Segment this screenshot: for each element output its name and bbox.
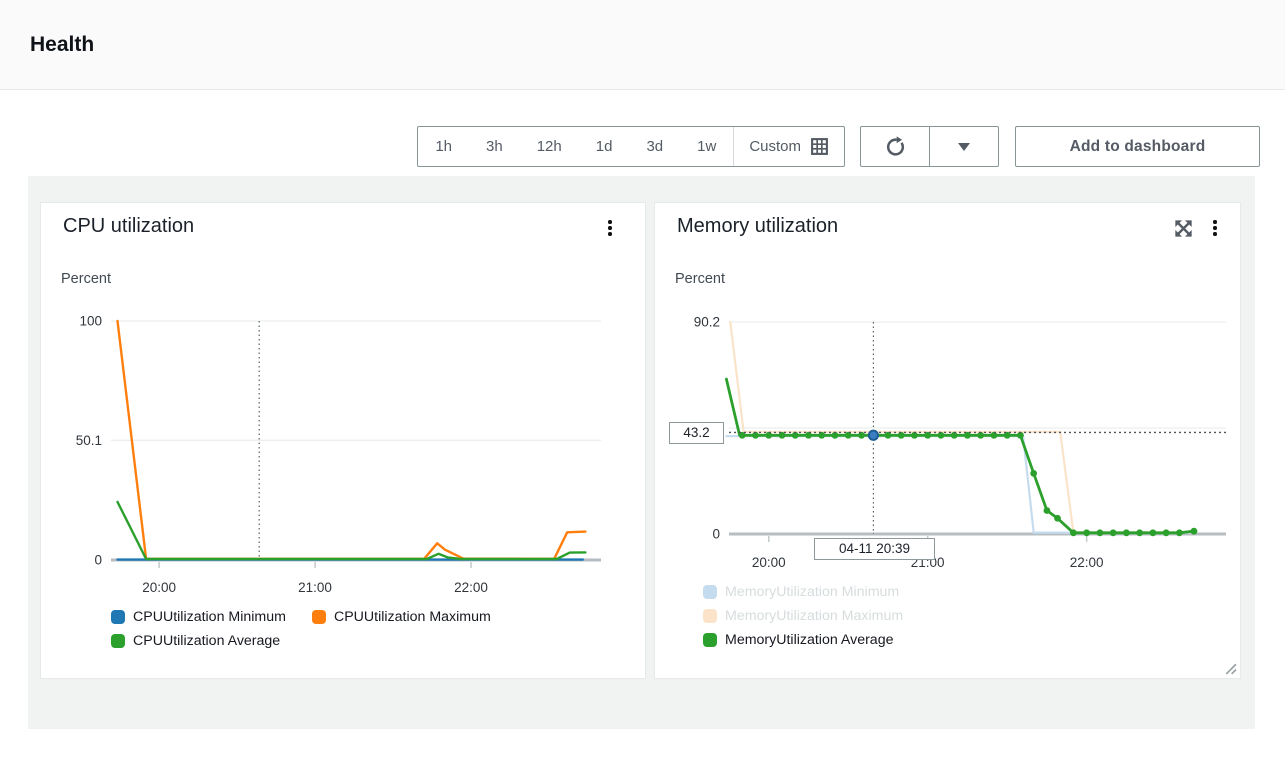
legend-swatch: [311, 610, 326, 624]
time-range-1h[interactable]: 1h: [418, 127, 469, 166]
resize-handle-icon[interactable]: [1222, 660, 1237, 675]
refresh-icon: [886, 136, 904, 156]
time-range-1d[interactable]: 1d: [579, 127, 630, 166]
legend-item-memory-minimum[interactable]: MemoryUtilization Minimum: [703, 584, 903, 600]
svg-text:22:00: 22:00: [1070, 555, 1104, 570]
legend-label: MemoryUtilization Maximum: [725, 608, 904, 624]
legend-label: CPUUtilization Average: [133, 633, 281, 649]
legend-item-cpu-average[interactable]: CPUUtilization Average: [111, 633, 280, 649]
legend-item-cpu-minimum[interactable]: CPUUtilization Minimum: [111, 609, 286, 625]
kebab-menu-icon: [1213, 220, 1217, 236]
time-range-3h[interactable]: 3h: [469, 127, 520, 166]
kebab-menu-icon: [608, 220, 612, 236]
legend-item-cpu-maximum[interactable]: CPUUtilization Maximum: [311, 609, 491, 625]
widgets-panel: CPU utilization Percent 100 50.1 0 20:00 21:…: [28, 176, 1255, 729]
time-range-12h[interactable]: 12h: [520, 127, 579, 166]
svg-text:22:00: 22:00: [454, 580, 488, 595]
cpu-y-axis-unit: Percent: [61, 271, 111, 287]
caret-down-icon: [958, 142, 970, 151]
cpu-legend: CPUUtilization Minimum CPUUtilization Ma…: [111, 609, 631, 649]
legend-item-memory-average[interactable]: MemoryUtilization Average: [703, 632, 903, 648]
add-to-dashboard-button[interactable]: Add to dashboard: [1015, 126, 1260, 167]
svg-text:90.2: 90.2: [694, 315, 720, 330]
memory-y-axis-unit: Percent: [675, 271, 725, 287]
legend-label: CPUUtilization Minimum: [133, 609, 286, 625]
refresh-button-group: [860, 126, 999, 167]
memory-widget: Memory utilization Percent 90.2 0 20:00 21:…: [654, 202, 1241, 679]
legend-swatch: [111, 610, 125, 624]
legend-swatch: [703, 633, 717, 647]
memory-widget-title: Memory utilization: [677, 215, 839, 237]
crosshair-value-readout: 43.2: [669, 422, 724, 444]
legend-swatch: [111, 634, 125, 648]
svg-text:20:00: 20:00: [142, 580, 176, 595]
legend-item-memory-maximum[interactable]: MemoryUtilization Maximum: [703, 608, 903, 624]
svg-text:50.1: 50.1: [76, 433, 102, 448]
time-range-3d[interactable]: 3d: [629, 127, 680, 166]
memory-legend: MemoryUtilization Minimum MemoryUtilizat…: [703, 584, 903, 656]
legend-label: MemoryUtilization Average: [725, 632, 894, 648]
cpu-widget-title: CPU utilization: [63, 215, 195, 237]
time-range-control: 1h 3h 12h 1d 3d 1w Custom: [417, 126, 845, 167]
expand-arrows-icon: [1174, 219, 1192, 237]
svg-text:21:00: 21:00: [298, 580, 332, 595]
memory-widget-expand-button[interactable]: [1170, 215, 1196, 241]
svg-text:0: 0: [94, 553, 102, 568]
calendar-grid-icon: [811, 138, 828, 155]
refresh-button[interactable]: [860, 126, 930, 167]
time-range-custom[interactable]: Custom: [733, 127, 844, 166]
page-title: Health: [30, 32, 95, 56]
legend-swatch: [703, 609, 717, 623]
refresh-options-button[interactable]: [929, 126, 999, 167]
page-header: Health: [0, 0, 1285, 90]
memory-widget-menu-button[interactable]: [1202, 215, 1228, 241]
cpu-widget-menu-button[interactable]: [597, 215, 623, 241]
svg-text:0: 0: [712, 527, 720, 542]
svg-text:100: 100: [79, 314, 102, 329]
cpu-chart[interactable]: 100 50.1 0 20:00 21:00 22:00: [41, 203, 647, 680]
legend-label: CPUUtilization Maximum: [333, 609, 491, 625]
legend-swatch: [703, 585, 717, 599]
crosshair-time-readout: 04-11 20:39: [814, 538, 935, 560]
cpu-widget: CPU utilization Percent 100 50.1 0 20:00 21:…: [40, 202, 646, 679]
custom-range-label: Custom: [749, 138, 801, 155]
time-range-1w[interactable]: 1w: [680, 127, 733, 166]
legend-label: MemoryUtilization Minimum: [725, 584, 900, 600]
svg-text:20:00: 20:00: [752, 555, 786, 570]
